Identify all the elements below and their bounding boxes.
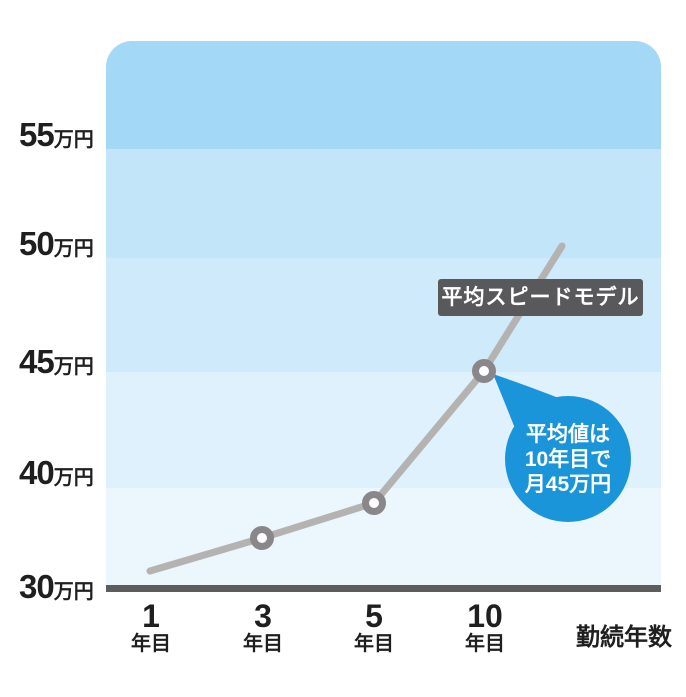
bubble-line-3: 月45万円 (524, 472, 612, 496)
bubble-line-1: 平均値は (526, 422, 610, 446)
band-50-55 (106, 149, 661, 258)
data-point-marker-year10 (472, 359, 496, 383)
y-tick-45-value: 45 (19, 343, 55, 380)
y-tick-45-unit: 万円 (53, 356, 94, 378)
data-point-marker-year3 (250, 526, 274, 550)
x-tick-year10-unit: 年目 (465, 633, 505, 655)
y-tick-50: 50万円 (19, 225, 94, 262)
y-tick-30: 30万円 (19, 568, 94, 605)
x-tick-year5: 5 年目 (334, 600, 414, 655)
y-tick-40-unit: 万円 (53, 467, 94, 489)
x-axis-baseline (106, 585, 661, 592)
data-point-marker-year5 (362, 491, 386, 515)
x-tick-year10-value: 10 (467, 598, 503, 634)
x-tick-year3-unit: 年目 (243, 633, 283, 655)
band-above-55 (106, 41, 661, 149)
plot-area (106, 41, 661, 588)
x-axis-title: 勤続年数 (576, 624, 672, 651)
y-tick-30-value: 30 (19, 568, 55, 605)
x-tick-year1: 1 年目 (111, 600, 191, 655)
y-tick-55-value: 55 (19, 116, 55, 153)
y-tick-50-value: 50 (19, 225, 55, 262)
x-tick-year1-value: 1 (142, 598, 160, 634)
x-tick-year3: 3 年目 (223, 600, 303, 655)
y-tick-45: 45万円 (19, 343, 94, 380)
bubble-line-2: 10年目で (524, 447, 612, 471)
y-tick-30-unit: 万円 (53, 581, 94, 603)
x-tick-year10: 10 年目 (445, 600, 525, 655)
y-tick-40-value: 40 (19, 454, 55, 491)
model-label-text: 平均スピードモデル (441, 286, 640, 309)
x-tick-year5-value: 5 (365, 598, 383, 634)
y-tick-55-unit: 万円 (53, 129, 94, 151)
x-tick-year5-unit: 年目 (354, 633, 394, 655)
y-tick-55: 55万円 (19, 116, 94, 153)
y-tick-50-unit: 万円 (53, 238, 94, 260)
callout-bubble: 平均値は 10年目で 月45万円 (505, 396, 631, 522)
x-tick-year1-unit: 年目 (131, 633, 171, 655)
x-tick-year3-value: 3 (254, 598, 272, 634)
model-label-box: 平均スピードモデル (438, 279, 643, 316)
y-tick-40: 40万円 (19, 454, 94, 491)
